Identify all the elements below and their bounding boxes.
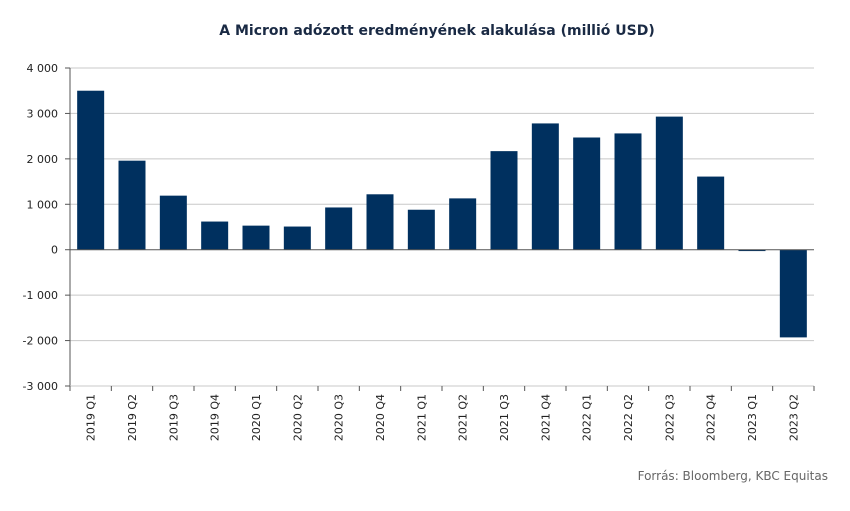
x-tick-label: 2021 Q3 [498, 394, 511, 441]
y-tick-label: -2 000 [23, 335, 58, 348]
bar [531, 123, 559, 250]
bar [738, 249, 766, 252]
bar [159, 195, 187, 250]
x-tick-label: 2023 Q2 [787, 394, 800, 441]
x-tick-label: 2020 Q2 [291, 394, 304, 441]
bar [407, 209, 435, 250]
bar [118, 160, 146, 250]
x-tick-label: 2021 Q4 [539, 394, 552, 441]
bar [201, 221, 229, 250]
bar [242, 225, 270, 250]
x-tick-label: 2020 Q3 [333, 394, 346, 441]
bar [490, 151, 518, 250]
y-tick-label: 0 [51, 244, 58, 257]
bar [283, 226, 311, 250]
bar [366, 194, 394, 250]
source-note: Forrás: Bloomberg, KBC Equitas [638, 469, 828, 483]
y-tick-label: 2 000 [27, 153, 59, 166]
bar [697, 176, 725, 250]
x-tick-label: 2022 Q3 [663, 394, 676, 441]
bar [77, 90, 105, 250]
x-tick-label: 2021 Q1 [415, 394, 428, 441]
x-tick-label: 2019 Q4 [209, 394, 222, 441]
bar [614, 133, 642, 250]
x-tick-label: 2021 Q2 [457, 394, 470, 441]
bar [449, 198, 477, 250]
x-tick-label: 2022 Q4 [705, 394, 718, 441]
x-axis: 2019 Q1 2019 Q2 2019 Q3 2019 Q4 2020 Q1 2020 … [69, 249, 815, 441]
y-axis: 4 000 3 000 2 000 1 000 0 -1 000 -2 000 -3 000 [23, 62, 71, 393]
bar [573, 137, 601, 250]
bar [779, 249, 807, 338]
y-tick-label: 1 000 [27, 198, 59, 211]
y-tick-label: 4 000 [27, 62, 59, 75]
bar [655, 116, 683, 250]
x-tick-label: 2020 Q4 [374, 394, 387, 441]
x-tick-label: 2019 Q3 [167, 394, 180, 441]
x-tick-label: 2019 Q1 [85, 394, 98, 441]
x-tick-label: 2023 Q1 [746, 394, 759, 441]
y-tick-label: 3 000 [27, 107, 59, 120]
bar [325, 207, 353, 250]
x-tick-label: 2020 Q1 [250, 394, 263, 441]
y-tick-label: -1 000 [23, 289, 58, 302]
bars [77, 90, 807, 338]
x-tick-label: 2022 Q1 [581, 394, 594, 441]
chart-title: A Micron adózott eredményének alakulása … [219, 23, 654, 39]
x-tick-label: 2019 Q2 [126, 394, 139, 441]
y-tick-label: -3 000 [23, 380, 58, 393]
x-tick-label: 2022 Q2 [622, 394, 635, 441]
